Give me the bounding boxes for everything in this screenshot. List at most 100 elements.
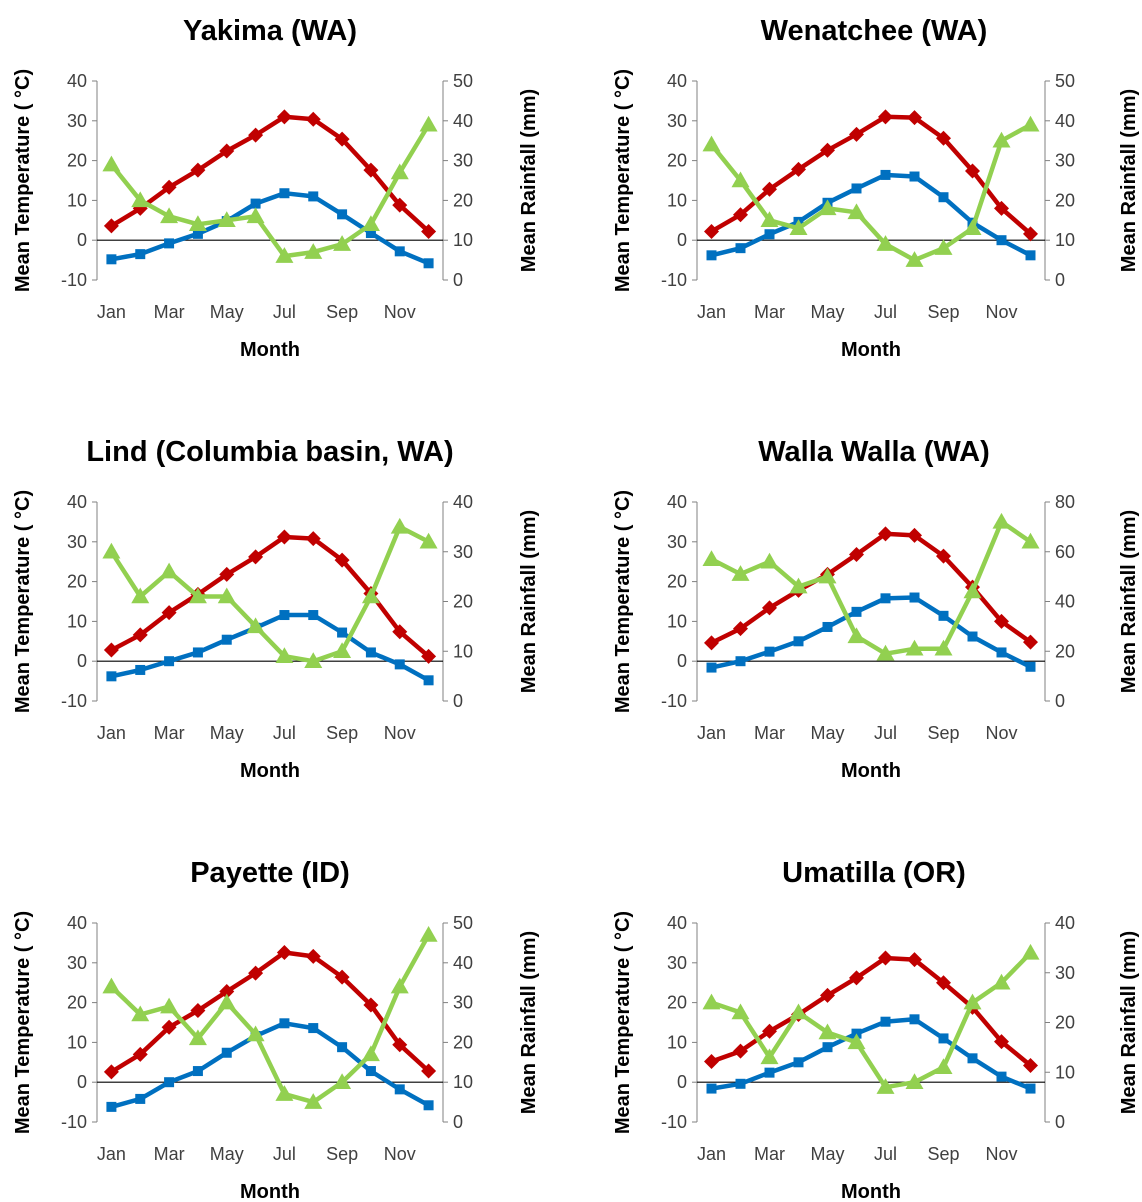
left-tick-label: -10 (61, 691, 87, 711)
data-point (1021, 115, 1040, 132)
series-line (709, 950, 1033, 1090)
data-point (334, 131, 350, 147)
data-point (909, 1014, 920, 1025)
data-point (789, 1003, 808, 1020)
left-tick-label: 30 (67, 953, 87, 973)
series-group (704, 950, 1038, 1073)
series-line (109, 950, 431, 1075)
x-tick-label: Nov (985, 1144, 1017, 1164)
x-axis-title: Month (841, 339, 901, 361)
x-tick-label: Nov (985, 723, 1017, 743)
left-tick-label: 30 (67, 111, 87, 131)
data-point (880, 1016, 891, 1027)
left-tick-label: 40 (667, 492, 687, 512)
data-point (188, 215, 207, 232)
right-tick-label: 30 (453, 542, 473, 562)
data-point (847, 627, 866, 644)
data-point (907, 952, 922, 968)
data-point (909, 592, 920, 603)
x-tick-label: Jul (874, 302, 897, 322)
x-tick-label: Sep (927, 1144, 959, 1164)
data-point (791, 161, 806, 177)
data-point (994, 200, 1009, 216)
data-point (905, 251, 924, 267)
data-point (333, 642, 352, 658)
y-axis-title: Mean Temperature ( °C) (12, 490, 34, 713)
data-point (276, 944, 292, 960)
right-tick-label: 10 (1055, 230, 1075, 250)
data-point (132, 1046, 148, 1062)
data-point (361, 215, 380, 232)
data-point (365, 228, 376, 239)
data-point (221, 1047, 232, 1058)
series-line (709, 595, 1033, 670)
data-point (334, 969, 350, 985)
data-point (188, 587, 207, 604)
left-tick-label: 20 (667, 993, 687, 1013)
series-group (106, 1018, 434, 1112)
data-point (421, 1063, 437, 1079)
data-point (762, 600, 777, 616)
x-tick-label: Sep (326, 723, 358, 743)
data-point (996, 235, 1007, 246)
x-tick-label: Jan (97, 1144, 126, 1164)
data-point (760, 211, 779, 228)
data-point (248, 549, 264, 565)
series-line (709, 1017, 1033, 1091)
data-point (967, 1053, 978, 1064)
x-tick-label: May (810, 302, 844, 322)
x-axis-title: Month (841, 760, 901, 782)
data-point (963, 219, 982, 236)
data-point (764, 229, 775, 240)
data-point (876, 644, 895, 661)
right-tick-label: 60 (1055, 542, 1075, 562)
data-point (394, 659, 405, 670)
data-point (419, 532, 438, 549)
data-point (905, 639, 924, 656)
data-point (992, 131, 1011, 148)
data-point (735, 1078, 746, 1089)
data-point (733, 1043, 748, 1059)
x-axis-title: Month (240, 760, 300, 782)
data-point (164, 656, 175, 667)
chart-panel: Payette (ID) -10 0 10 20 30 40 0 10 20 30 40 50 Jan Ma… (12, 857, 540, 1202)
data-point (190, 1003, 206, 1019)
x-tick-label: Nov (985, 302, 1017, 322)
series-group (704, 109, 1038, 242)
data-point (764, 1067, 775, 1078)
data-point (851, 606, 862, 617)
series-line (709, 531, 1033, 646)
data-point (1025, 1083, 1036, 1094)
data-point (192, 1066, 203, 1077)
data-point (394, 1084, 405, 1095)
data-point (706, 1083, 717, 1094)
data-point (190, 162, 206, 178)
right-tick-label: 0 (453, 691, 463, 711)
right-tick-label: 50 (453, 71, 473, 91)
right-tick-label: 40 (1055, 913, 1075, 933)
data-point (106, 1101, 117, 1112)
y2-axis-title: Mean Rainfall (mm) (1118, 931, 1140, 1114)
data-point (250, 198, 261, 209)
data-point (818, 1023, 837, 1040)
left-tick-label: 40 (67, 913, 87, 933)
data-point (731, 171, 750, 188)
data-point (221, 634, 232, 645)
left-tick-label: 10 (67, 611, 87, 631)
data-point (334, 552, 350, 568)
series-group (103, 944, 437, 1080)
data-point (878, 109, 893, 125)
data-point (337, 1042, 348, 1053)
data-point (131, 191, 150, 208)
data-point (161, 1019, 177, 1035)
right-tick-label: 20 (1055, 641, 1075, 661)
left-tick-label: 20 (67, 993, 87, 1013)
chart-title: Wenatchee (WA) (761, 15, 988, 47)
series-group (102, 925, 438, 1109)
x-tick-label: Nov (384, 723, 416, 743)
data-point (421, 223, 437, 239)
series-line (709, 122, 1033, 263)
x-tick-label: Sep (927, 302, 959, 322)
data-point (702, 993, 721, 1010)
